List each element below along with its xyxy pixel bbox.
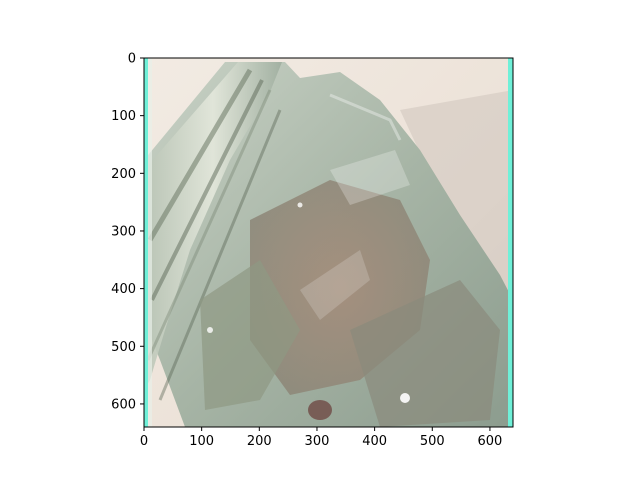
photo (144, 58, 513, 427)
x-tick-label: 200 (247, 434, 272, 449)
y-tick-label: 200 (111, 167, 136, 182)
x-tick-label: 0 (140, 434, 148, 449)
y-tick-label: 0 (128, 52, 136, 67)
x-tick-label: 500 (420, 434, 445, 449)
y-tick-label: 100 (111, 109, 136, 124)
x-axis: 0 100 200 300 400 500 600 (140, 427, 502, 449)
y-tick-label: 600 (111, 397, 136, 412)
y-tick-label: 500 (111, 340, 136, 355)
y-tick-label: 400 (111, 282, 136, 297)
x-tick-label: 600 (478, 434, 503, 449)
y-tick-label: 300 (111, 224, 136, 239)
axes-frame (143, 57, 514, 428)
x-tick-label: 300 (305, 434, 330, 449)
y-axis: 0 100 200 300 400 500 600 (111, 52, 144, 412)
x-tick-label: 100 (189, 434, 214, 449)
x-tick-label: 400 (362, 434, 387, 449)
